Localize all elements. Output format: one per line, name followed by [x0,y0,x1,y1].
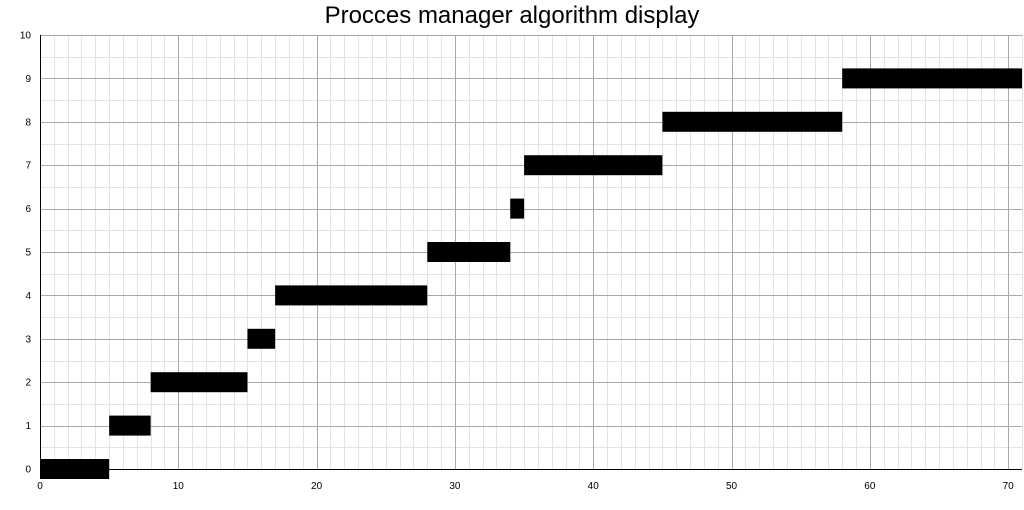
bars [40,68,1022,479]
chart-title: Procces manager algorithm display [324,2,700,29]
gantt-bar [275,285,428,306]
y-tick-label: 9 [25,74,31,85]
y-tick-labels: 0 1 2 3 4 5 6 7 8 9 10 [20,31,32,476]
y-tick-label: 6 [25,204,31,215]
x-tick-label: 50 [726,481,738,492]
y-tick-label: 5 [25,248,31,259]
gantt-bar [427,242,511,262]
y-tick-label: 2 [25,378,31,389]
gantt-bar [247,328,276,349]
y-tick-label: 10 [20,31,32,42]
gantt-bar [510,198,525,219]
gantt-bar [150,372,248,393]
y-tick-label: 3 [25,334,31,345]
axes [40,35,1022,470]
x-tick-label: 40 [588,481,600,492]
gantt-bar [524,155,663,176]
gantt-bar [842,68,1022,89]
x-tick-label: 60 [864,481,876,492]
x-tick-label: 70 [1003,481,1015,492]
x-tick-label: 0 [37,481,43,492]
gantt-bar [662,111,843,132]
x-tick-label: 20 [311,481,323,492]
x-tick-labels: 0 10 20 30 40 50 60 70 [37,481,1014,492]
gantt-bar [40,459,110,479]
y-tick-label: 1 [25,421,31,432]
y-tick-label: 4 [25,291,31,302]
y-tick-label: 0 [25,465,31,476]
x-tick-label: 30 [449,481,461,492]
gantt-bar [109,415,151,436]
y-tick-label: 8 [25,117,31,128]
y-tick-label: 7 [25,161,31,172]
x-tick-label: 10 [173,481,185,492]
